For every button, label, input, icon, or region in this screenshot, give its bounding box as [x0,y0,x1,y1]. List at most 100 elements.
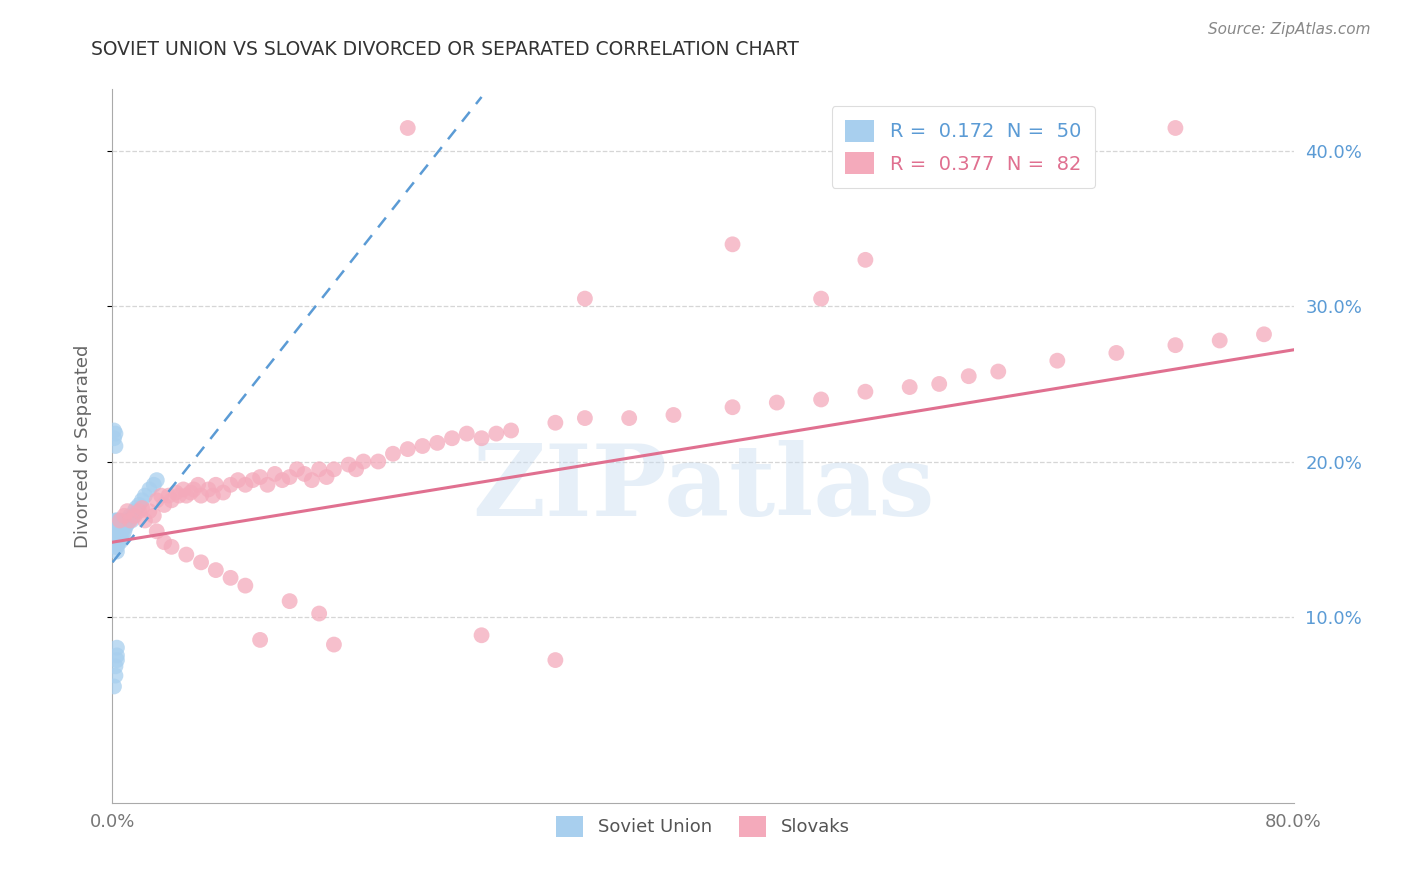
Point [104,535,127,549]
Point [107,513,129,527]
Point [278,470,301,484]
Point [117,516,138,531]
Point [103,431,125,445]
Point [112,524,135,539]
Point [104,532,127,546]
Point [134,489,156,503]
Point [485,426,508,441]
Point [105,532,128,546]
Point [212,485,235,500]
Y-axis label: Divorced or Separated: Divorced or Separated [73,344,91,548]
Point [105,648,128,663]
Point [105,524,128,539]
Point [470,628,494,642]
Point [103,424,125,438]
Point [105,544,128,558]
Point [441,431,464,445]
Point [103,519,125,533]
Point [103,535,125,549]
Point [105,519,128,533]
Point [174,548,197,562]
Point [855,384,877,399]
Point [153,535,176,549]
Point [131,493,153,508]
Point [108,535,131,549]
Point [242,473,264,487]
Point [928,376,950,391]
Point [315,470,337,484]
Point [110,524,132,539]
Point [111,519,134,533]
Point [160,540,183,554]
Point [190,489,212,503]
Point [117,504,138,518]
Point [544,416,567,430]
Point [271,473,294,487]
Legend: Soviet Union, Slovaks: Soviet Union, Slovaks [550,808,856,844]
Point [544,653,567,667]
Point [107,524,129,539]
Point [105,513,128,527]
Point [124,508,146,523]
Point [146,524,169,539]
Point [104,659,127,673]
Point [120,508,142,523]
Point [721,237,744,252]
Point [150,489,173,503]
Point [183,483,205,497]
Point [219,571,242,585]
Point [619,411,641,425]
Point [264,467,287,481]
Point [201,489,224,503]
Point [104,439,127,453]
Point [278,594,301,608]
Point [114,519,136,533]
Point [174,489,197,503]
Point [165,485,187,500]
Point [226,473,249,487]
Point [233,477,256,491]
Point [190,555,212,569]
Point [172,483,194,497]
Point [411,439,433,453]
Point [249,470,271,484]
Point [662,408,685,422]
Point [146,473,169,487]
Point [107,519,129,533]
Point [855,252,877,267]
Point [110,532,132,546]
Point [501,424,523,438]
Point [285,462,308,476]
Point [1105,346,1128,360]
Text: ZIPatlas: ZIPatlas [472,441,934,537]
Point [128,504,150,518]
Point [323,638,346,652]
Point [125,501,148,516]
Point [104,540,127,554]
Point [352,454,374,468]
Point [103,524,125,539]
Point [197,483,219,497]
Point [1164,338,1187,352]
Point [103,516,125,531]
Point [105,640,128,655]
Point [1253,327,1275,342]
Point [337,458,360,472]
Point [308,607,330,621]
Point [233,579,256,593]
Text: Source: ZipAtlas.com: Source: ZipAtlas.com [1208,22,1371,37]
Point [987,365,1010,379]
Point [108,513,131,527]
Point [256,477,278,491]
Point [382,447,405,461]
Point [167,489,190,503]
Point [108,516,131,531]
Point [138,483,160,497]
Point [108,524,131,539]
Point [104,524,127,539]
Point [110,516,132,531]
Point [118,513,141,527]
Point [128,498,150,512]
Point [142,477,165,491]
Point [766,395,789,409]
